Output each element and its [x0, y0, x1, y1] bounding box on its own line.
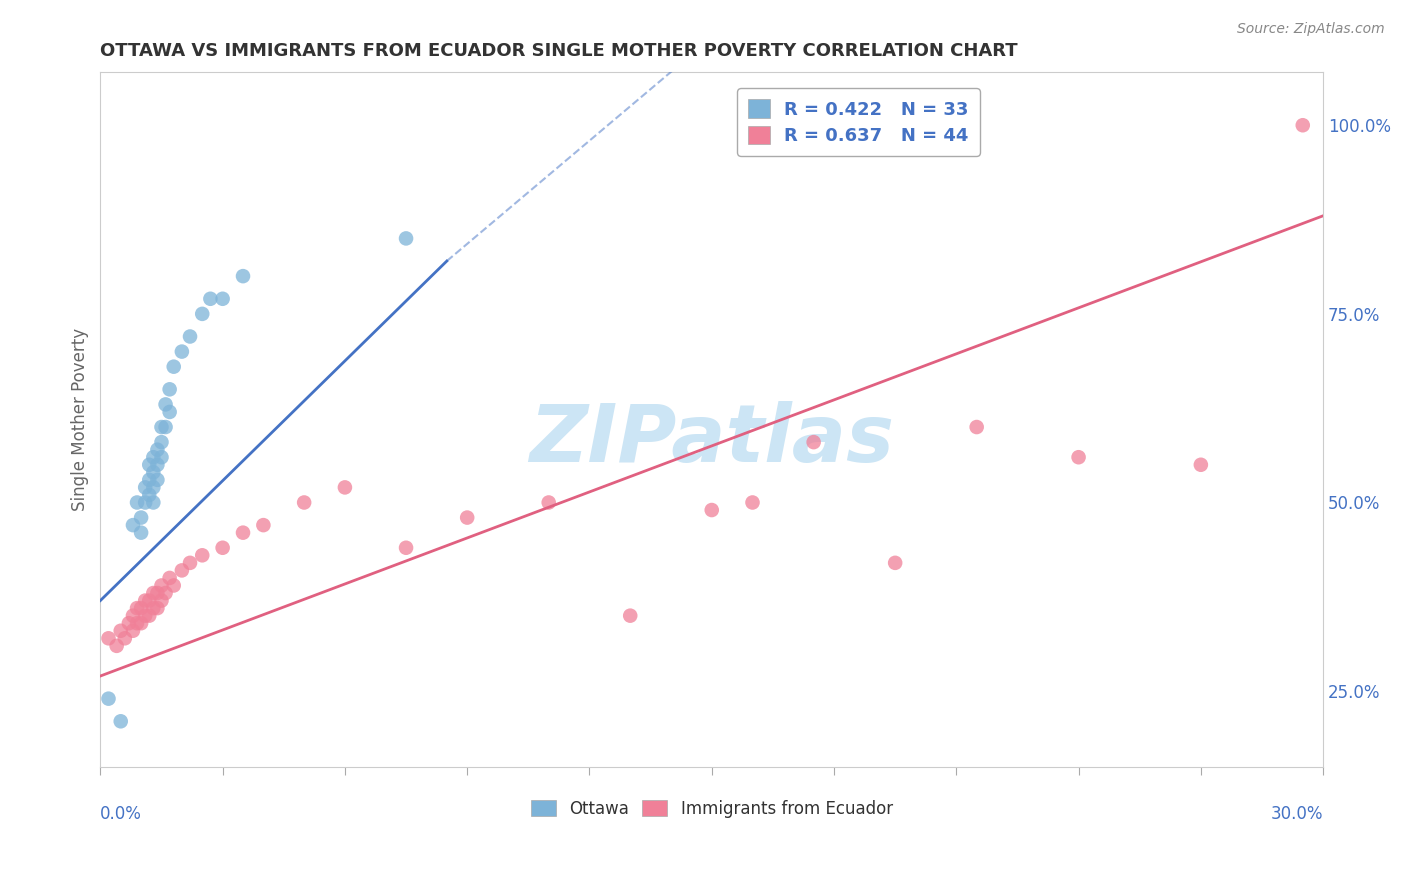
Point	[142, 601, 165, 615]
Point	[1292, 118, 1315, 132]
Point	[150, 593, 173, 607]
Text: 0.0%: 0.0%	[100, 805, 142, 822]
Point	[232, 269, 254, 284]
Point	[170, 344, 193, 359]
Point	[122, 624, 145, 638]
Point	[110, 624, 132, 638]
Text: OTTAWA VS IMMIGRANTS FROM ECUADOR SINGLE MOTHER POVERTY CORRELATION CHART: OTTAWA VS IMMIGRANTS FROM ECUADOR SINGLE…	[100, 42, 1018, 60]
Point	[395, 541, 418, 555]
Point	[155, 586, 177, 600]
Point	[150, 450, 173, 465]
Point	[200, 292, 222, 306]
Point	[159, 571, 181, 585]
Point	[142, 465, 165, 479]
Point	[142, 586, 165, 600]
Point	[122, 518, 145, 533]
Point	[146, 442, 169, 457]
Point	[395, 231, 418, 245]
Point	[125, 495, 148, 509]
Point	[179, 556, 201, 570]
Point	[146, 473, 169, 487]
Point	[456, 510, 478, 524]
Point	[129, 601, 152, 615]
Point	[803, 435, 825, 450]
Point	[122, 608, 145, 623]
Point	[191, 549, 214, 563]
Point	[191, 307, 214, 321]
Point	[134, 593, 156, 607]
Point	[146, 586, 169, 600]
Point	[232, 525, 254, 540]
Point	[129, 616, 152, 631]
Point	[138, 608, 160, 623]
Point	[97, 632, 120, 646]
Point	[134, 480, 156, 494]
Point	[142, 480, 165, 494]
Y-axis label: Single Mother Poverty: Single Mother Poverty	[72, 328, 89, 511]
Point	[142, 495, 165, 509]
Text: ZIPatlas: ZIPatlas	[529, 401, 894, 479]
Point	[252, 518, 274, 533]
Point	[110, 714, 132, 729]
Point	[138, 488, 160, 502]
Point	[129, 525, 152, 540]
Point	[150, 435, 173, 450]
Point	[159, 382, 181, 396]
Point	[163, 359, 186, 374]
Point	[155, 397, 177, 411]
Point	[114, 632, 136, 646]
Point	[741, 495, 763, 509]
Point	[700, 503, 723, 517]
Point	[537, 495, 560, 509]
Point	[333, 480, 356, 494]
Point	[134, 608, 156, 623]
Point	[138, 473, 160, 487]
Point	[146, 601, 169, 615]
Point	[179, 329, 201, 343]
Point	[134, 495, 156, 509]
Point	[150, 420, 173, 434]
Point	[163, 578, 186, 592]
Point	[155, 420, 177, 434]
Point	[619, 608, 641, 623]
Point	[292, 495, 315, 509]
Point	[1067, 450, 1090, 465]
Text: Source: ZipAtlas.com: Source: ZipAtlas.com	[1237, 22, 1385, 37]
Point	[884, 556, 907, 570]
Point	[125, 601, 148, 615]
Point	[138, 458, 160, 472]
Point	[125, 616, 148, 631]
Point	[159, 405, 181, 419]
Text: 30.0%: 30.0%	[1271, 805, 1323, 822]
Point	[170, 563, 193, 577]
Point	[211, 292, 233, 306]
Point	[1189, 458, 1212, 472]
Point	[118, 616, 141, 631]
Point	[138, 593, 160, 607]
Legend: Ottawa, Immigrants from Ecuador: Ottawa, Immigrants from Ecuador	[524, 793, 900, 824]
Point	[146, 458, 169, 472]
Point	[129, 510, 152, 524]
Point	[150, 578, 173, 592]
Point	[142, 450, 165, 465]
Point	[966, 420, 988, 434]
Point	[97, 691, 120, 706]
Point	[105, 639, 128, 653]
Point	[211, 541, 233, 555]
